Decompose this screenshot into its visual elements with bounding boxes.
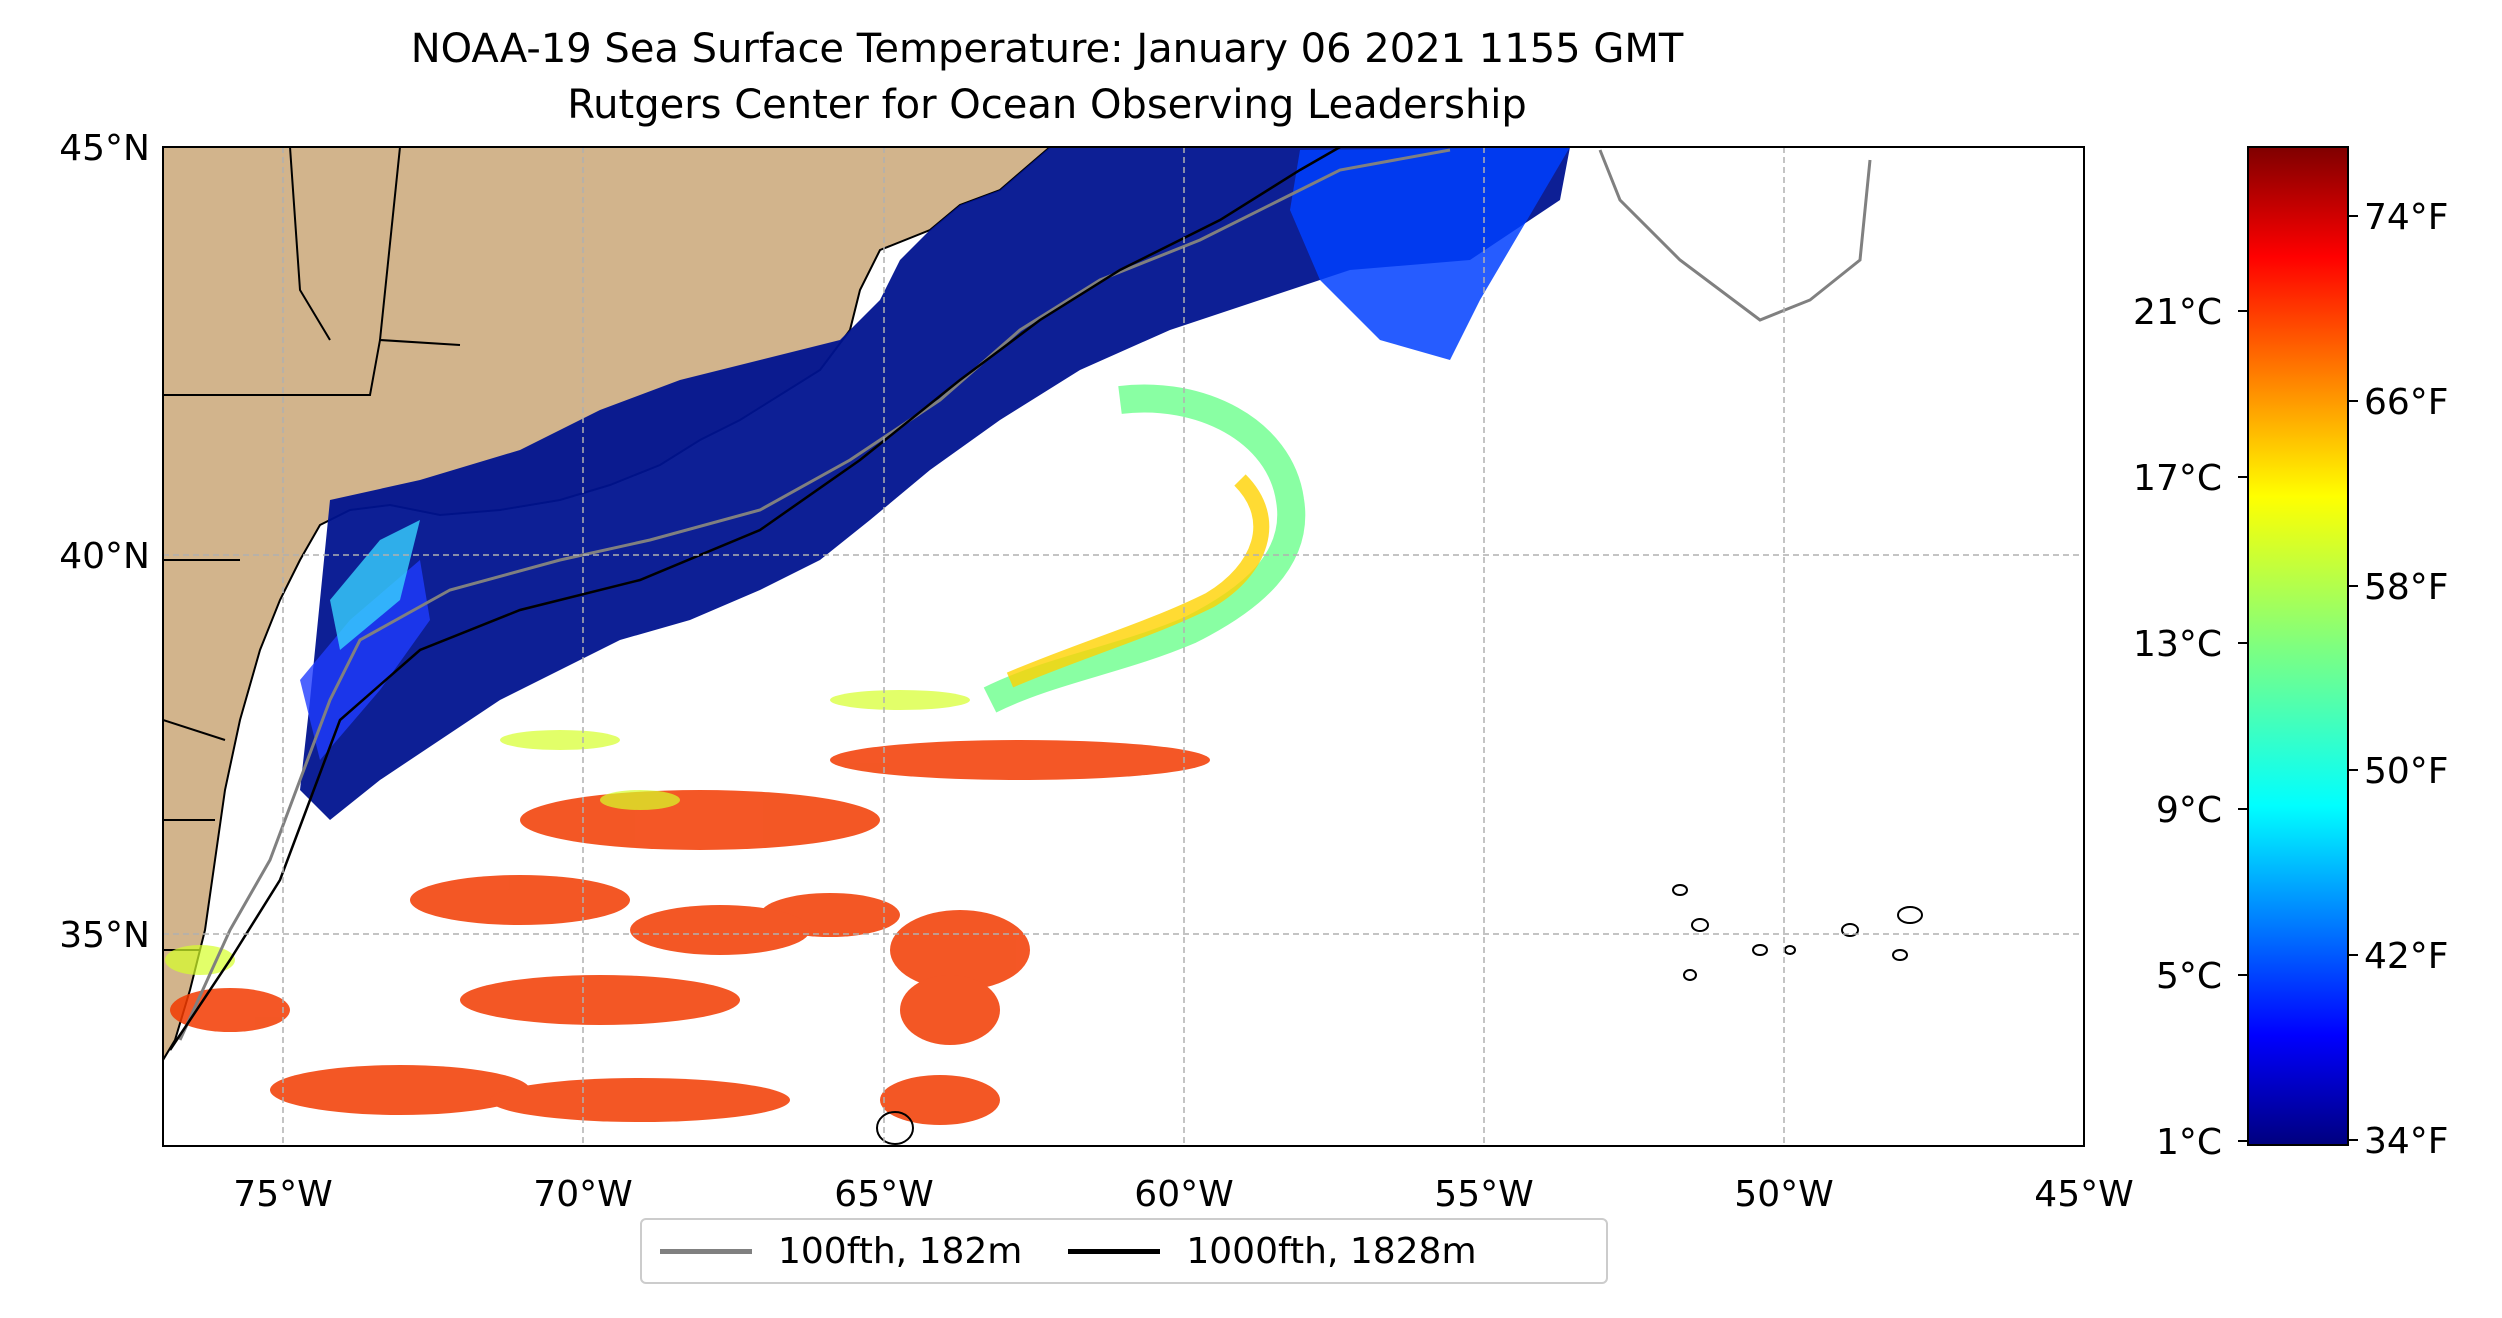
sst-gulf-stream-core [1006,474,1270,688]
sst-gulf-stream [983,384,1306,713]
lon-tick-labels: 75°W 70°W 65°W 60°W 55°W 50°W 45°W [233,1174,2133,1215]
legend-item-1000fth: 1000fth, 1828m [1068,1230,1477,1272]
lat-tick-label: 45°N [59,128,150,169]
fahrenheit-tick-label: 74°F [2364,197,2449,238]
lat-tick-labels: 45°N 40°N 35°N [59,128,150,956]
celsius-tick-label: 17°C [2133,458,2222,499]
lon-tick-label: 45°W [2034,1174,2133,1215]
map-area [163,147,1923,1145]
lat-tick-label: 40°N [59,536,150,577]
contour-100fth [178,148,1872,1041]
celsius-tick-label: 13°C [2133,624,2222,665]
fahrenheit-tick-label: 66°F [2364,382,2449,423]
sst-warm-band [300,560,430,760]
map-frame [162,146,2085,1147]
chart-title: NOAA-19 Sea Surface Temperature: January… [410,26,1684,72]
sst-nearshore-cyan [330,520,420,650]
celsius-tick-label: 5°C [2156,956,2222,997]
legend-item-100fth: 100fth, 182m [660,1231,1022,1272]
colorbar-fahrenheit-ticks: 74°F 66°F 58°F 50°F 42°F 34°F [2364,197,2449,1162]
celsius-tick-label: 9°C [2156,790,2222,831]
seamount-outlines [876,884,1923,1145]
legend-line-gray [660,1248,752,1254]
celsius-tick-label: 1°C [2156,1122,2222,1163]
contour-1000fth [168,147,1341,1051]
fahrenheit-tick-label: 42°F [2364,936,2449,977]
lat-tick-label: 35°N [59,915,150,956]
fahrenheit-tick-label: 58°F [2364,567,2449,608]
chart-subtitle: Rutgers Center for Ocean Observing Leade… [567,82,1527,128]
legend-label: 100fth, 182m [778,1230,1023,1272]
celsius-tick-label: 21°C [2133,292,2222,333]
lon-tick-label: 60°W [1134,1174,1233,1215]
lon-tick-label: 50°W [1734,1174,1833,1215]
sst-warm-patches [170,740,1210,1125]
colorbar [2247,146,2349,1146]
legend: 100fth, 182m 1000fth, 1828m [640,1218,1608,1284]
lon-tick-label: 55°W [1434,1174,1533,1215]
gridlines [163,147,2084,1146]
lon-tick-label: 65°W [834,1174,933,1215]
sst-ne-swath [1290,147,1570,360]
legend-label: 1000fth, 1828m [1186,1230,1477,1272]
sst-yellow-patches [165,690,970,975]
legend-line-black [1068,1248,1161,1254]
lon-tick-label: 75°W [233,1174,332,1215]
fahrenheit-tick-label: 34°F [2364,1121,2449,1162]
colorbar-tick-marks [2238,215,2358,1142]
fahrenheit-tick-label: 50°F [2364,751,2449,792]
colorbar-celsius-ticks: 21°C 17°C 13°C 9°C 5°C 1°C [2133,292,2222,1163]
lon-tick-label: 70°W [533,1174,632,1215]
